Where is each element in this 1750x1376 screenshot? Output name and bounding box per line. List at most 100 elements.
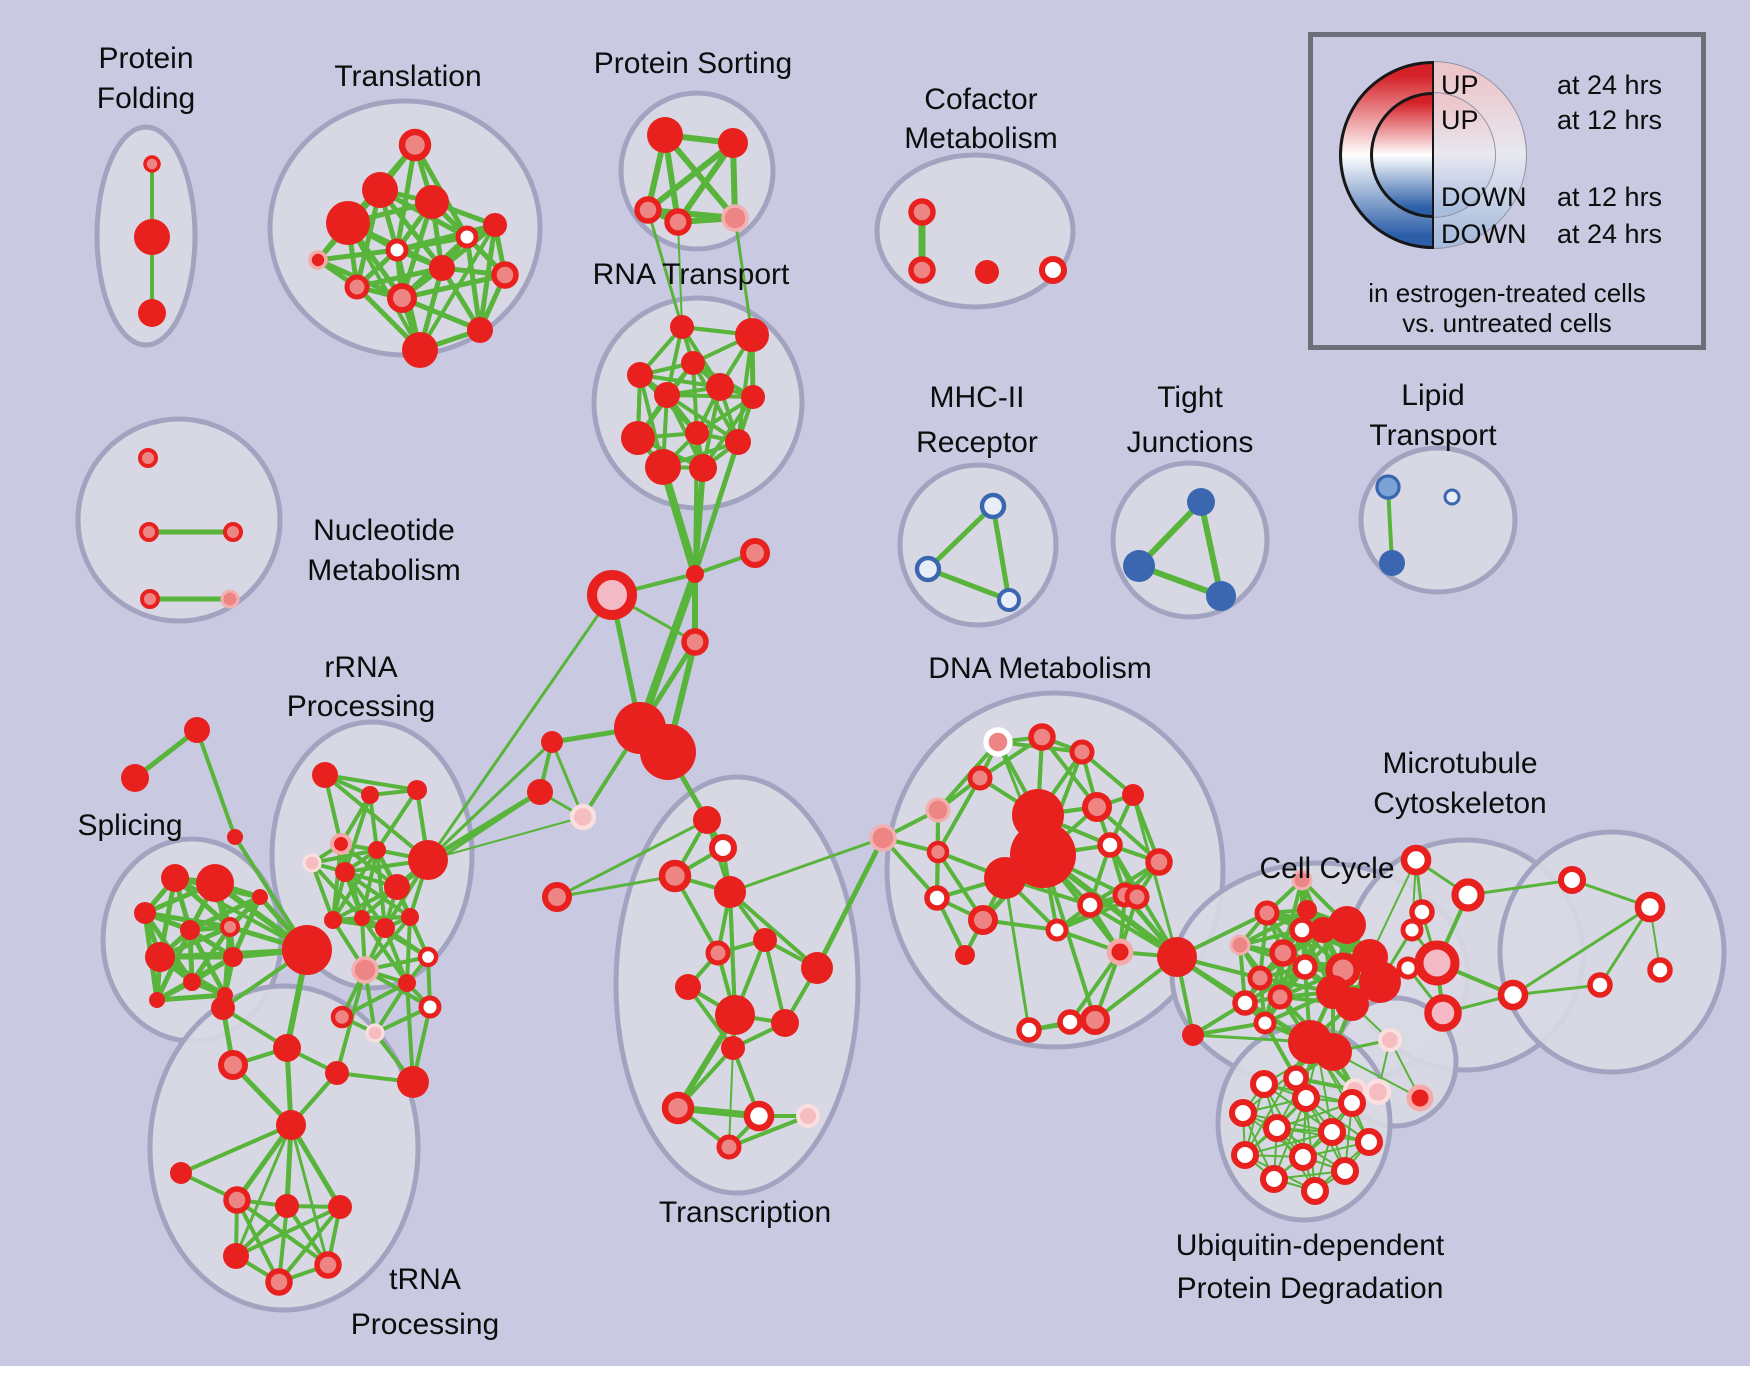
node-transcription	[721, 1036, 745, 1060]
edge	[1511, 905, 1652, 997]
node-rrna	[354, 910, 370, 926]
node-triangle	[227, 829, 243, 845]
edge	[728, 836, 885, 894]
edge	[310, 848, 379, 865]
node-trna	[275, 1194, 299, 1218]
node-transcription	[658, 859, 692, 893]
node-rrna	[361, 786, 379, 804]
node-rrna	[365, 1023, 385, 1043]
cluster-label-protein-folding: Protein	[98, 42, 193, 75]
node-microtubule	[1557, 865, 1587, 895]
node-ubiquitin	[1259, 1164, 1289, 1194]
edge	[659, 463, 699, 578]
node-splicing	[183, 973, 201, 991]
edge	[692, 439, 741, 577]
node-rrna	[407, 780, 427, 800]
edge	[814, 835, 886, 971]
edge	[331, 848, 379, 922]
edge	[426, 740, 554, 862]
node-microtubule	[1451, 878, 1485, 912]
node-ubiquitin	[1291, 1083, 1321, 1113]
node-rrna	[302, 853, 322, 873]
cluster-label-ubiquitin: Ubiquitin-dependent	[1176, 1229, 1445, 1262]
node-rrna	[397, 1066, 429, 1098]
node-rna-transport	[621, 421, 655, 455]
cluster-label-protein-sorting: Protein Sorting	[594, 47, 792, 80]
cluster-label-transcription: Transcription	[659, 1196, 831, 1229]
edge	[426, 593, 614, 862]
edge	[555, 874, 677, 899]
node-dna	[1028, 723, 1056, 751]
node-rrna	[418, 995, 442, 1019]
node-dna	[1122, 784, 1144, 806]
node-microtubule	[1497, 979, 1529, 1011]
node-nucleotide	[220, 589, 240, 609]
edge	[323, 773, 430, 862]
node-rna-transport	[725, 429, 751, 455]
edge	[1003, 876, 1031, 1032]
node-transcription	[796, 1104, 820, 1128]
cluster-label-trna-processing: Processing	[351, 1308, 499, 1341]
node-cofactor	[975, 260, 999, 284]
node-dna	[1010, 822, 1076, 888]
legend-direction-label: DOWN	[1441, 219, 1527, 249]
node-splicing	[196, 864, 234, 902]
node-cell-cycle	[1292, 954, 1318, 980]
node-bridge-small	[1364, 1078, 1392, 1106]
node-ubiquitin	[1262, 1113, 1292, 1143]
node-dna	[924, 885, 950, 911]
node-mhc	[997, 588, 1021, 612]
node-triangle	[184, 717, 210, 743]
node-trna	[328, 1195, 352, 1219]
legend-caption-line1: in estrogen-treated cells	[1368, 278, 1646, 308]
node-dna	[983, 727, 1013, 757]
cluster-bubble-nucleotide	[75, 416, 283, 624]
node-triangle	[121, 764, 149, 792]
edge	[1191, 1021, 1267, 1037]
node-ubiquitin	[1354, 1127, 1384, 1157]
node-microtubule	[1400, 844, 1432, 876]
cluster-bubble-cofactor	[874, 152, 1076, 310]
cluster-label-ubiquitin: Protein Degradation	[1177, 1272, 1444, 1305]
edge	[230, 894, 263, 960]
node-center	[640, 724, 696, 780]
page-margin	[0, 1366, 1750, 1376]
cluster-label-cofactor-metabolism: Metabolism	[904, 122, 1057, 155]
node-dna	[1106, 938, 1134, 966]
node-cofactor	[908, 256, 936, 284]
cluster-label-mhc-receptor: Receptor	[916, 426, 1038, 459]
edge	[1598, 905, 1652, 987]
cluster-label-mhc-receptor: MHC-II	[930, 381, 1025, 414]
node-dna	[1082, 792, 1112, 822]
node-trna	[170, 1162, 192, 1184]
node-transcription	[771, 1009, 799, 1037]
edge	[427, 816, 584, 861]
edge	[662, 132, 738, 221]
node-lipid-transport	[1379, 550, 1405, 576]
edge	[179, 1123, 293, 1175]
node-dna	[925, 797, 951, 823]
node-cell-cycle	[1247, 965, 1273, 991]
node-cell-cycle	[1283, 1065, 1309, 1091]
legend-divider-line	[1432, 61, 1434, 249]
cluster-label-tight-junctions: Tight	[1157, 381, 1223, 414]
edge	[310, 861, 335, 922]
node-protein-sorting	[718, 128, 748, 158]
edge	[990, 503, 1012, 603]
node-cell-cycle	[1335, 987, 1369, 1021]
node-cofactor	[1038, 255, 1068, 285]
edge	[375, 788, 419, 852]
node-ubiquitin	[1249, 1069, 1279, 1099]
node-rna-transport	[706, 373, 734, 401]
node-splicing	[180, 920, 200, 940]
cluster-label-nucleotide-metabolism: Nucleotide	[313, 514, 455, 547]
node-transcription	[716, 1134, 742, 1160]
edge	[677, 221, 683, 328]
edge	[675, 140, 736, 225]
edge	[763, 938, 787, 1025]
cluster-label-rrna-processing: rRNA	[324, 651, 397, 684]
node-cell-cycle	[1182, 1024, 1204, 1046]
legend-time-label: at 12 hrs	[1557, 182, 1663, 212]
node-center	[541, 731, 563, 753]
